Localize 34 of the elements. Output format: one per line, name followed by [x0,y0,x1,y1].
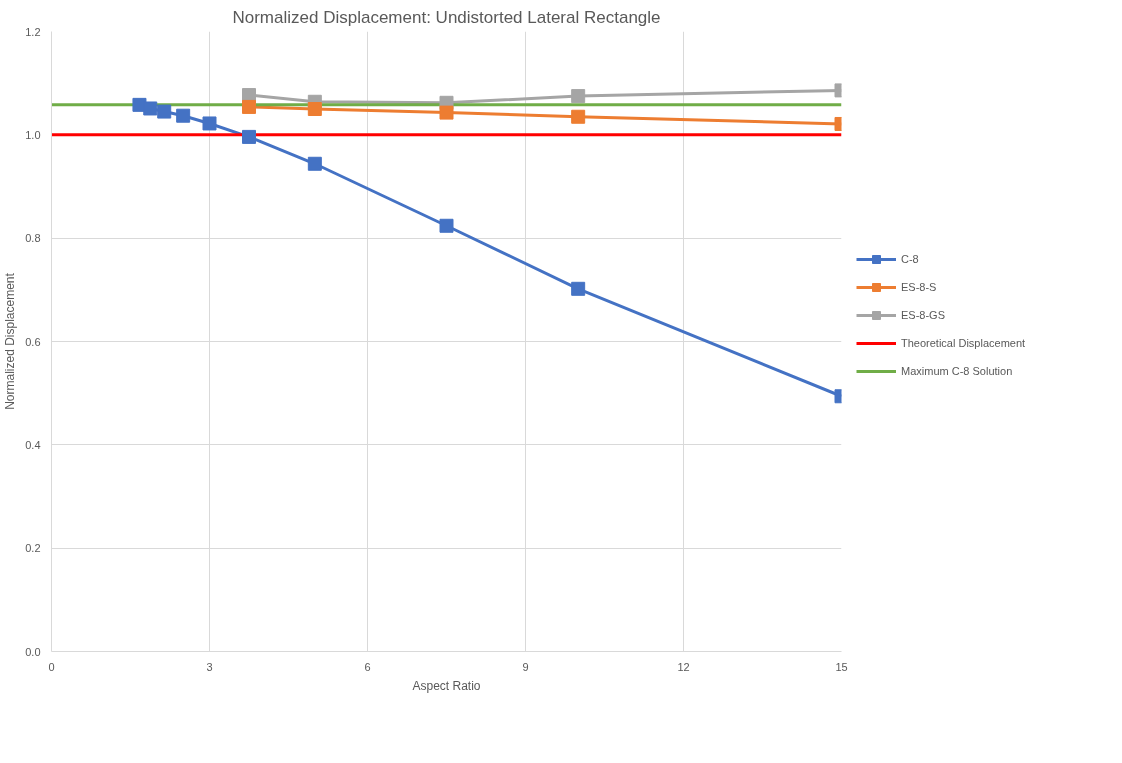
x-tick-label: 6 [364,660,371,673]
y-tick-label: 1.2 [25,25,41,38]
legend-label: C-8 [901,252,920,265]
legend-label: Theoretical Displacement [901,336,1026,349]
point [439,105,454,120]
point [242,99,256,114]
point [176,108,191,123]
chart-title: Normalized Displacement: Undistorted Lateral Rectangle [232,7,661,27]
point [157,104,172,119]
point [571,281,586,296]
y-tick-label: 0.8 [25,232,41,245]
point [202,116,217,131]
legend-label: Maximum C-8 Solution [901,364,1013,377]
x-tick-label: 0 [48,660,55,673]
point [307,156,322,171]
x-tick-label: 12 [677,660,690,673]
point [242,129,256,144]
point [571,89,586,104]
y-tick-label: 0.2 [25,542,41,555]
point [439,218,454,233]
x-tick-label: 3 [206,660,213,673]
point [143,101,158,116]
x-tick-label: 15 [835,660,848,673]
y-tick-label: 0.6 [25,335,41,348]
y-axis-title: Normalized Displacement [3,272,18,410]
point [307,102,322,116]
y-tick-label: 1.0 [25,128,41,141]
legend-label: ES-8-GS [901,308,946,321]
legend-label: ES-8-S [901,280,937,293]
x-tick-label: 9 [522,660,529,673]
y-tick-label: 0.4 [25,438,41,451]
point [571,109,586,124]
y-tick-label: 0.0 [25,645,41,658]
x-axis-title: Aspect Ratio [412,678,481,693]
